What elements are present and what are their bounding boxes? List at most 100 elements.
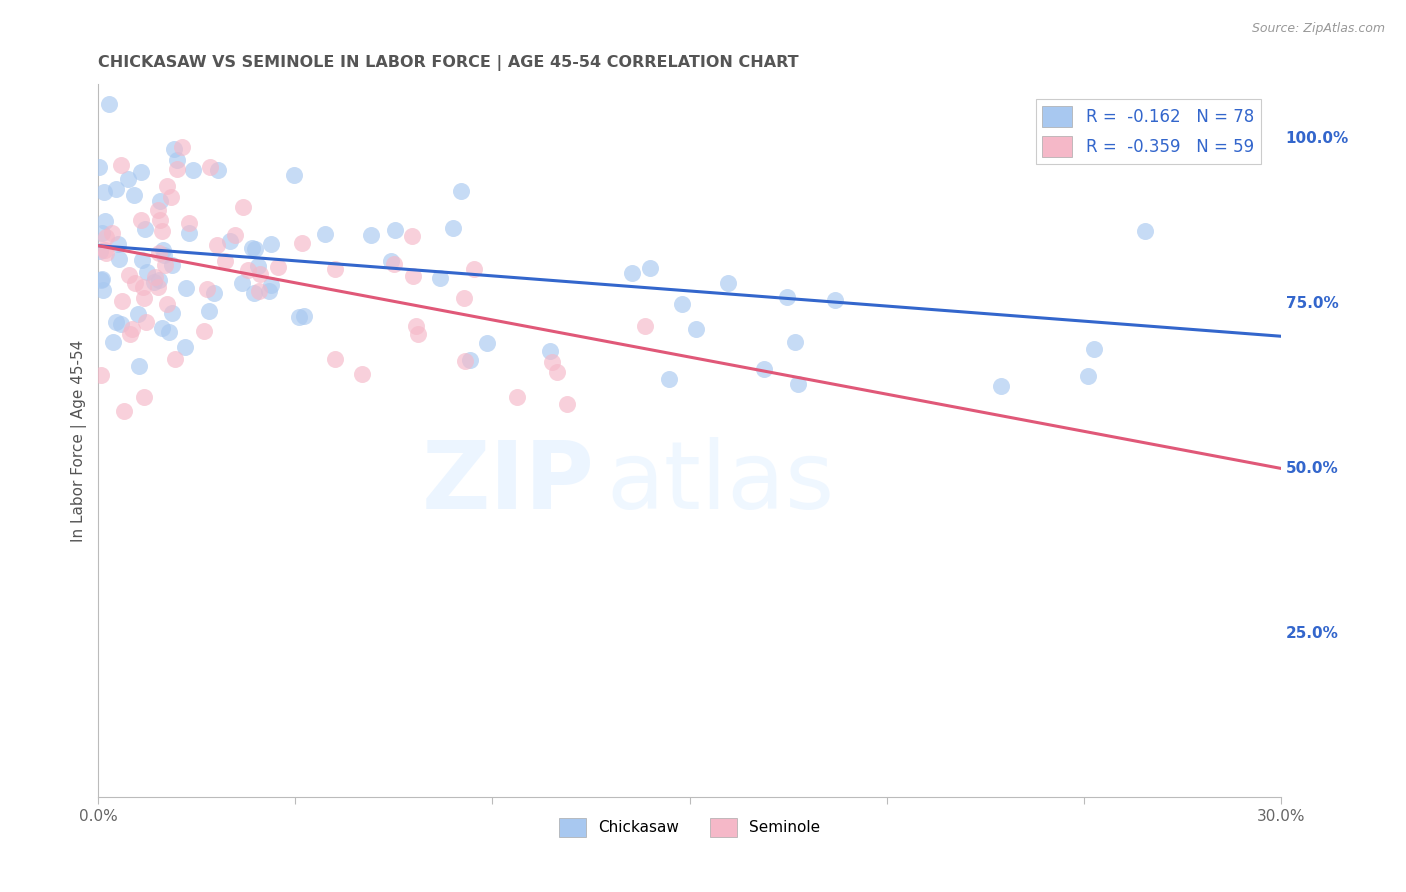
Point: [160, 190, 183, 204]
Point: [97, 96, 120, 111]
Point: [242, 240, 264, 254]
Text: Source: ZipAtlas.com: Source: ZipAtlas.com: [1251, 22, 1385, 36]
Point: [110, 158, 132, 172]
Legend: Chickasaw, Seminole: Chickasaw, Seminole: [553, 812, 827, 843]
Point: [200, 161, 222, 175]
Point: [91, 227, 114, 241]
Point: [283, 168, 305, 182]
Point: [776, 290, 799, 304]
Point: [177, 215, 200, 229]
Point: [149, 213, 172, 227]
Point: [287, 310, 309, 325]
Point: [380, 254, 402, 268]
Point: [621, 266, 644, 280]
Point: [94, 214, 117, 228]
Point: [152, 243, 174, 257]
Point: [990, 379, 1012, 393]
Point: [382, 257, 405, 271]
Point: [135, 265, 157, 279]
Point: [150, 224, 173, 238]
Point: [634, 319, 657, 334]
Point: [162, 306, 184, 320]
Point: [243, 285, 266, 300]
Point: [505, 390, 527, 404]
Point: [232, 200, 254, 214]
Point: [294, 309, 316, 323]
Point: [360, 228, 382, 243]
Point: [323, 351, 346, 366]
Point: [163, 352, 186, 367]
Point: [146, 280, 169, 294]
Point: [120, 327, 142, 342]
Point: [259, 284, 281, 298]
Point: [121, 322, 143, 336]
Point: [785, 334, 807, 349]
Point: [246, 259, 269, 273]
Point: [124, 276, 146, 290]
Point: [717, 276, 740, 290]
Point: [266, 260, 288, 275]
Text: atlas: atlas: [607, 437, 835, 530]
Point: [538, 343, 561, 358]
Point: [453, 354, 475, 368]
Point: [150, 321, 173, 335]
Point: [401, 229, 423, 244]
Point: [671, 297, 693, 311]
Point: [117, 171, 139, 186]
Point: [193, 325, 215, 339]
Point: [127, 307, 149, 321]
Point: [207, 163, 229, 178]
Point: [104, 315, 127, 329]
Point: [214, 254, 236, 268]
Y-axis label: In Labor Force | Age 45-54: In Labor Force | Age 45-54: [72, 340, 87, 541]
Point: [453, 291, 475, 305]
Point: [101, 334, 124, 349]
Point: [90, 272, 112, 286]
Point: [384, 223, 406, 237]
Point: [441, 220, 464, 235]
Point: [458, 353, 481, 368]
Point: [207, 238, 229, 252]
Point: [91, 283, 114, 297]
Point: [429, 270, 451, 285]
Point: [124, 188, 146, 202]
Point: [111, 294, 134, 309]
Point: [129, 165, 152, 179]
Point: [148, 273, 170, 287]
Point: [90, 273, 112, 287]
Point: [224, 228, 246, 243]
Point: [787, 377, 810, 392]
Point: [118, 268, 141, 282]
Point: [405, 319, 427, 334]
Point: [94, 243, 117, 257]
Point: [202, 286, 225, 301]
Point: [197, 303, 219, 318]
Point: [352, 367, 374, 381]
Point: [110, 317, 132, 331]
Point: [1083, 342, 1105, 356]
Point: [166, 162, 188, 177]
Point: [156, 297, 179, 311]
Point: [157, 326, 180, 340]
Point: [156, 178, 179, 193]
Point: [450, 185, 472, 199]
Point: [243, 243, 266, 257]
Point: [94, 246, 117, 260]
Point: [546, 365, 568, 379]
Point: [132, 390, 155, 404]
Point: [128, 359, 150, 374]
Point: [131, 253, 153, 268]
Point: [90, 368, 112, 383]
Point: [236, 262, 259, 277]
Point: [638, 261, 661, 276]
Point: [153, 258, 176, 272]
Point: [1133, 224, 1156, 238]
Point: [172, 140, 194, 154]
Point: [152, 248, 174, 262]
Text: ZIP: ZIP: [422, 437, 595, 530]
Point: [93, 185, 115, 199]
Point: [107, 237, 129, 252]
Point: [148, 246, 170, 260]
Point: [406, 326, 429, 341]
Point: [195, 281, 218, 295]
